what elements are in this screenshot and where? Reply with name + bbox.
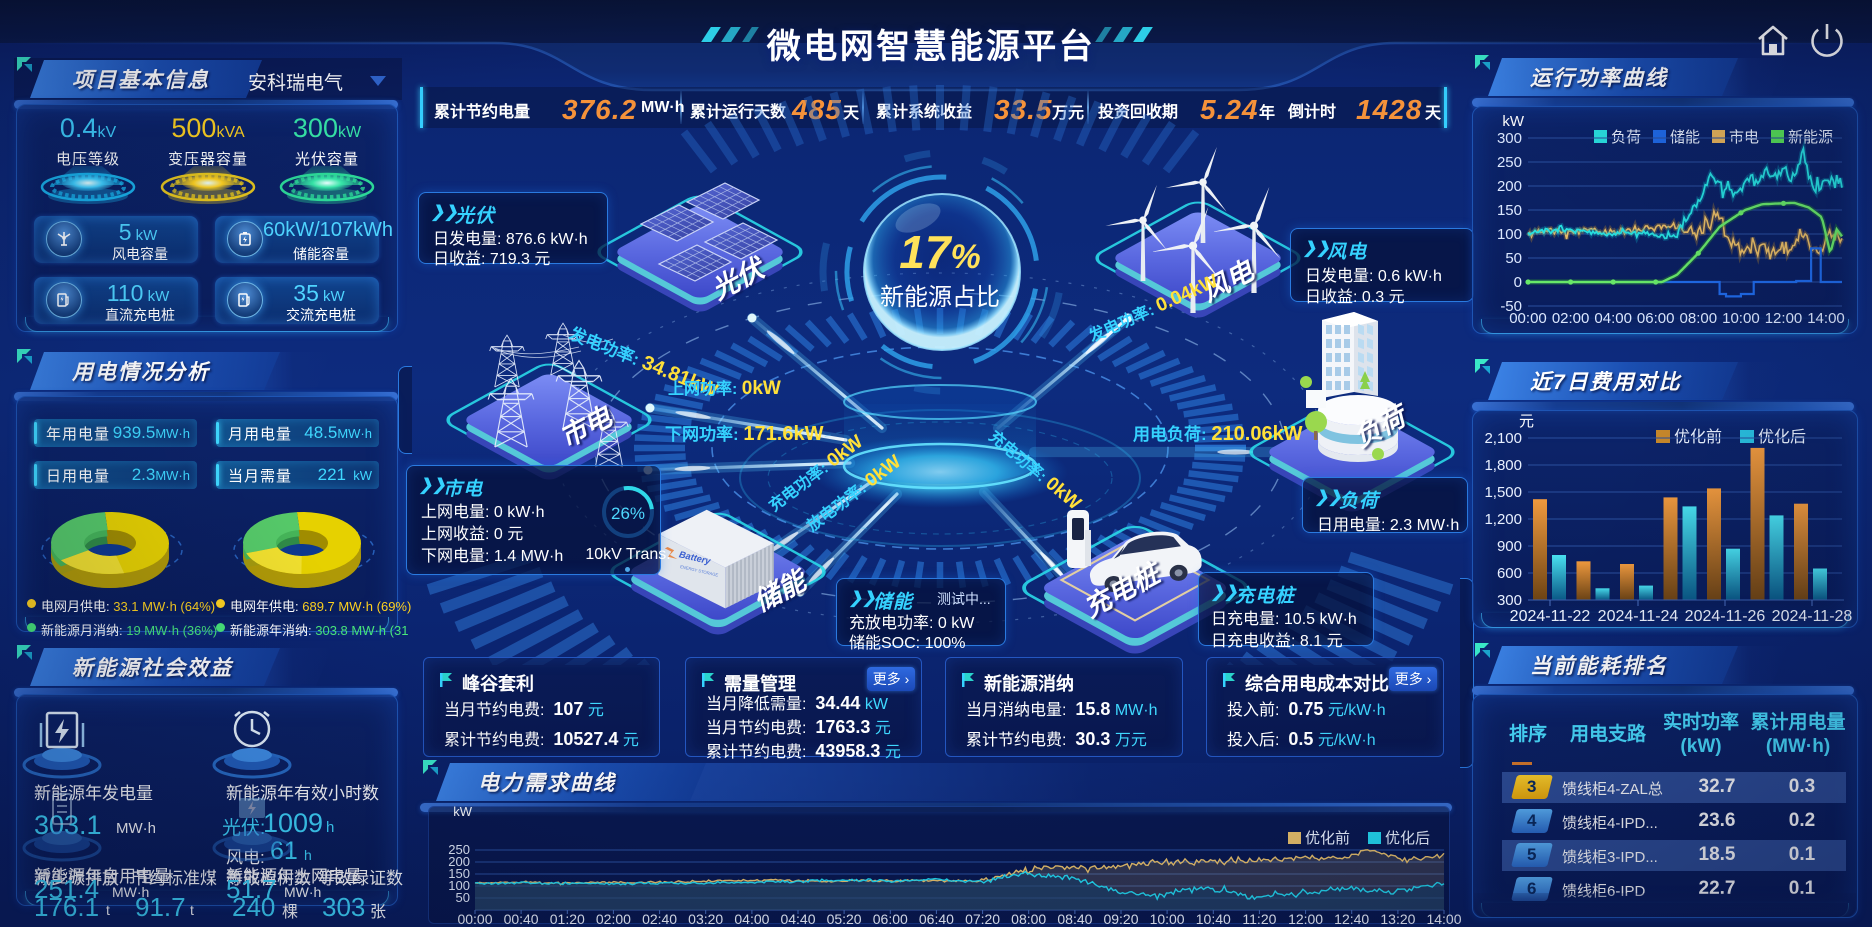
svg-text:50: 50	[1505, 250, 1522, 267]
svg-text:14:00: 14:00	[1426, 911, 1461, 926]
svg-text:2024-11-22: 2024-11-22	[1510, 608, 1591, 622]
svg-text:14:00: 14:00	[1807, 310, 1845, 327]
svg-text:优化后: 优化后	[1758, 428, 1806, 446]
svg-text:07:20: 07:20	[965, 911, 1000, 926]
svg-text:10:00: 10:00	[1150, 911, 1185, 926]
svg-text:上网功率: 0kW: 上网功率: 0kW	[668, 378, 781, 399]
svg-text:50: 50	[456, 890, 470, 905]
svg-text:04:40: 04:40	[780, 911, 815, 926]
svg-text:08:00: 08:00	[1011, 911, 1046, 926]
svg-text:新能源占比: 新能源占比	[880, 284, 1000, 311]
svg-text:00:00: 00:00	[457, 911, 492, 926]
svg-text:26%: 26%	[611, 504, 645, 523]
svg-text:00:00: 00:00	[1509, 310, 1547, 327]
svg-text:0: 0	[1514, 274, 1522, 291]
svg-text:03:20: 03:20	[688, 911, 723, 926]
svg-text:优化前: 优化前	[1305, 830, 1350, 847]
svg-text:250: 250	[1497, 154, 1522, 171]
svg-text:08:00: 08:00	[1680, 310, 1718, 327]
svg-text:kW: kW	[453, 806, 473, 819]
svg-text:05:20: 05:20	[827, 911, 862, 926]
svg-text:2024-11-26: 2024-11-26	[1685, 608, 1766, 622]
svg-text:10:00: 10:00	[1722, 310, 1760, 327]
svg-text:01:20: 01:20	[550, 911, 585, 926]
svg-text:08:40: 08:40	[1057, 911, 1092, 926]
svg-text:200: 200	[448, 854, 470, 869]
svg-text:250: 250	[448, 842, 470, 857]
svg-text:12:00: 12:00	[1288, 911, 1323, 926]
svg-text:10:40: 10:40	[1196, 911, 1231, 926]
svg-text:用电负荷: 210.06kW: 用电负荷: 210.06kW	[1133, 423, 1303, 445]
svg-text:12:40: 12:40	[1334, 911, 1369, 926]
svg-text:02:00: 02:00	[596, 911, 631, 926]
svg-text:下网功率: 171.6kW: 下网功率: 171.6kW	[665, 423, 824, 445]
svg-text:11:20: 11:20	[1242, 911, 1276, 926]
svg-text:02:00: 02:00	[1552, 310, 1590, 327]
svg-text:300: 300	[1497, 130, 1522, 147]
svg-text:600: 600	[1497, 565, 1522, 582]
svg-text:150: 150	[1497, 202, 1522, 219]
svg-text:2,100: 2,100	[1484, 430, 1522, 447]
svg-text:1,200: 1,200	[1484, 511, 1522, 528]
svg-text:04:00: 04:00	[734, 911, 769, 926]
svg-text:100: 100	[448, 878, 470, 893]
svg-text:12:00: 12:00	[1765, 310, 1803, 327]
svg-text:100: 100	[1497, 226, 1522, 243]
svg-text:优化前: 优化前	[1674, 428, 1722, 446]
svg-text:13:20: 13:20	[1380, 911, 1415, 926]
svg-text:2024-11-28: 2024-11-28	[1772, 608, 1853, 622]
svg-text:2024-11-24: 2024-11-24	[1598, 608, 1679, 622]
svg-text:06:00: 06:00	[1637, 310, 1675, 327]
svg-text:200: 200	[1497, 178, 1522, 195]
svg-text:04:00: 04:00	[1594, 310, 1632, 327]
svg-text:1,800: 1,800	[1484, 457, 1522, 474]
svg-text:-50: -50	[1500, 298, 1522, 315]
svg-text:06:40: 06:40	[919, 911, 954, 926]
svg-text:kW: kW	[1502, 113, 1525, 130]
svg-text:02:40: 02:40	[642, 911, 677, 926]
svg-text:00:40: 00:40	[504, 911, 539, 926]
svg-text:元: 元	[1519, 413, 1534, 430]
svg-text:900: 900	[1497, 538, 1522, 555]
svg-text:1,500: 1,500	[1484, 484, 1522, 501]
svg-text:06:00: 06:00	[873, 911, 908, 926]
svg-text:优化后: 优化后	[1385, 830, 1430, 847]
svg-text:150: 150	[448, 866, 470, 881]
svg-text:300: 300	[1497, 592, 1522, 609]
svg-text:09:20: 09:20	[1103, 911, 1138, 926]
